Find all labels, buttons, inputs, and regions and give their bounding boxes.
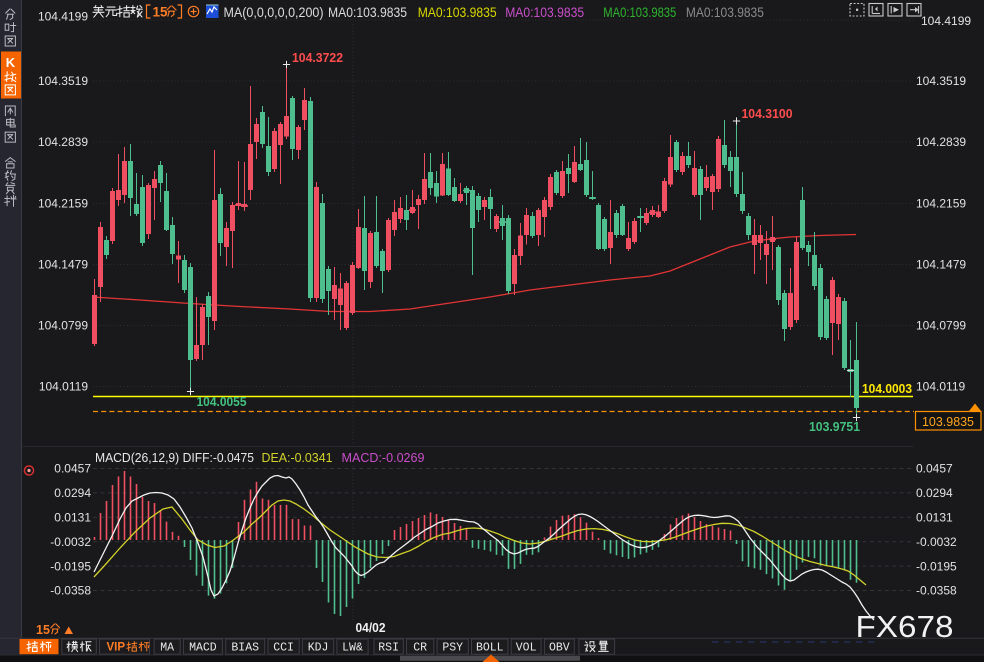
svg-text:104.0055: 104.0055 bbox=[197, 395, 247, 409]
svg-text:104.2159: 104.2159 bbox=[916, 197, 966, 211]
svg-text:15: 15 bbox=[36, 623, 50, 637]
svg-text:104.3519: 104.3519 bbox=[38, 74, 88, 88]
svg-text:104.2839: 104.2839 bbox=[38, 135, 88, 149]
svg-text:15: 15 bbox=[153, 5, 169, 20]
svg-text:-0.0358: -0.0358 bbox=[50, 584, 91, 598]
svg-text:RSI: RSI bbox=[378, 642, 399, 655]
svg-text:MA0:103.9835: MA0:103.9835 bbox=[603, 4, 676, 20]
svg-text:MA0:103.9835: MA0:103.9835 bbox=[418, 4, 497, 20]
svg-text:PSY: PSY bbox=[442, 642, 463, 655]
svg-text:MA0:103.9835: MA0:103.9835 bbox=[328, 4, 407, 20]
svg-text:0.0131: 0.0131 bbox=[916, 511, 953, 525]
svg-text:104.1479: 104.1479 bbox=[38, 258, 88, 272]
svg-text:MACD: MACD bbox=[189, 642, 217, 655]
svg-text:CR: CR bbox=[413, 642, 427, 655]
svg-text:OBV: OBV bbox=[549, 642, 570, 655]
svg-text:0.0294: 0.0294 bbox=[916, 486, 953, 500]
svg-text:104.2159: 104.2159 bbox=[38, 197, 88, 211]
svg-text:0.0457: 0.0457 bbox=[54, 462, 91, 476]
svg-text:MA0:103.9835: MA0:103.9835 bbox=[505, 4, 584, 20]
svg-text:104.0119: 104.0119 bbox=[916, 380, 965, 394]
svg-text:104.3100: 104.3100 bbox=[742, 107, 793, 121]
svg-text:FX678: FX678 bbox=[856, 609, 954, 644]
svg-text:MACD(26,12,9) DIFF:-0.0475: MACD(26,12,9) DIFF:-0.0475 bbox=[95, 450, 254, 465]
svg-text:VOL: VOL bbox=[516, 642, 537, 655]
svg-text:DEA:-0.0341: DEA:-0.0341 bbox=[262, 450, 333, 465]
svg-text:KDJ: KDJ bbox=[308, 642, 329, 655]
svg-text:104.1479: 104.1479 bbox=[916, 258, 966, 272]
svg-text:104.3519: 104.3519 bbox=[916, 74, 966, 88]
svg-text:MA: MA bbox=[160, 642, 174, 655]
svg-text:0.0131: 0.0131 bbox=[54, 511, 91, 525]
svg-text:104.2839: 104.2839 bbox=[916, 135, 966, 149]
svg-text:103.9751: 103.9751 bbox=[809, 420, 860, 434]
svg-text:104.4199: 104.4199 bbox=[921, 14, 971, 28]
svg-text:104.0799: 104.0799 bbox=[916, 319, 966, 333]
svg-text:0.0294: 0.0294 bbox=[54, 486, 91, 500]
svg-text:LW&: LW& bbox=[342, 642, 363, 655]
svg-text:0.0457: 0.0457 bbox=[916, 462, 953, 476]
svg-text:BOLL: BOLL bbox=[476, 642, 504, 655]
svg-text:104.0799: 104.0799 bbox=[38, 319, 88, 333]
svg-text:-0.0032: -0.0032 bbox=[50, 535, 91, 549]
svg-text:103.9835: 103.9835 bbox=[922, 415, 974, 429]
svg-text:-0.0358: -0.0358 bbox=[916, 584, 957, 598]
svg-text:BIAS: BIAS bbox=[231, 642, 259, 655]
svg-text:104.0119: 104.0119 bbox=[39, 380, 88, 394]
svg-text:VIP: VIP bbox=[107, 642, 126, 654]
svg-text:MACD:-0.0269: MACD:-0.0269 bbox=[342, 450, 425, 465]
svg-text:04/02: 04/02 bbox=[356, 621, 386, 635]
svg-text:-0.0195: -0.0195 bbox=[916, 559, 957, 573]
svg-text:MA0:103.9835: MA0:103.9835 bbox=[686, 4, 764, 20]
svg-text:MA(0,0,0,0,0,200): MA(0,0,0,0,0,200) bbox=[224, 4, 324, 20]
svg-text:-0.0032: -0.0032 bbox=[916, 535, 957, 549]
svg-text:CCI: CCI bbox=[273, 642, 294, 655]
svg-text:104.0003: 104.0003 bbox=[862, 382, 912, 396]
svg-text:-0.0195: -0.0195 bbox=[50, 559, 91, 573]
svg-text:104.4199: 104.4199 bbox=[38, 10, 88, 24]
svg-text:104.3722: 104.3722 bbox=[292, 51, 343, 65]
svg-text:K: K bbox=[6, 55, 16, 70]
